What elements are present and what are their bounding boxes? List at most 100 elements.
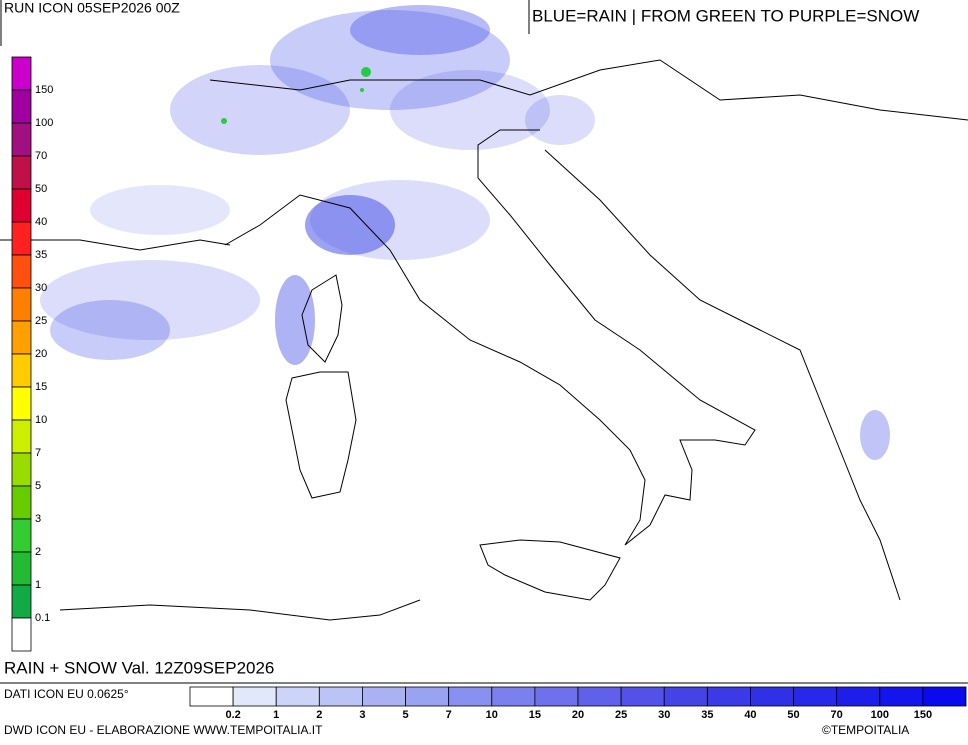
snow-label: 1 <box>35 579 41 591</box>
rain-area <box>350 5 490 55</box>
snow-label: 100 <box>35 117 53 129</box>
snow-swatch <box>11 551 32 586</box>
rain-label: 1 <box>273 709 279 721</box>
run-label: RUN ICON 05SEP2026 00Z <box>4 0 180 16</box>
snow-label: 10 <box>35 414 47 426</box>
snow-area <box>221 118 227 124</box>
france-coast <box>0 239 231 251</box>
snow-swatch <box>11 518 32 553</box>
rain-swatch <box>448 686 493 707</box>
snow-swatch <box>11 452 32 487</box>
snow-scale: 150 100 70 50 40 35 30 25 20 15 10 7 5 3 2 1 0.1 <box>11 56 53 652</box>
rain-swatch <box>663 686 708 707</box>
snow-swatch <box>11 419 32 454</box>
snow-swatch <box>11 56 32 91</box>
rain-swatch <box>232 686 277 707</box>
rain-swatch <box>491 686 536 707</box>
snow-swatch <box>11 254 32 289</box>
snow-label: 30 <box>35 282 47 294</box>
snow-swatch <box>11 617 32 652</box>
rain-label: 30 <box>658 709 670 721</box>
snow-label: 20 <box>35 348 47 360</box>
snow-swatch <box>11 485 32 520</box>
rain-label: 70 <box>831 709 843 721</box>
snow-swatch <box>11 320 32 355</box>
snow-swatch <box>11 122 32 157</box>
rain-label: 2 <box>316 709 322 721</box>
rain-swatch <box>275 686 320 707</box>
snow-swatch <box>11 155 32 190</box>
map <box>0 5 968 621</box>
rain-label: 5 <box>402 709 408 721</box>
snow-swatch <box>11 89 32 124</box>
rain-label: 150 <box>914 709 932 721</box>
snow-swatch <box>11 353 32 388</box>
snow-swatch <box>11 287 32 322</box>
snow-label: 2 <box>35 546 41 558</box>
rain-swatch <box>620 686 665 707</box>
rain-swatch <box>362 686 406 707</box>
copyright-label: ©TEMPOITALIA <box>822 723 909 737</box>
rain-swatch <box>189 686 234 707</box>
rain-area <box>390 70 550 150</box>
africa-coast <box>59 599 421 621</box>
snow-swatch <box>11 221 32 256</box>
corsica <box>301 274 343 363</box>
rain-swatch <box>577 686 622 707</box>
rain-area <box>310 180 490 260</box>
rain-label: 0.2 <box>225 709 240 721</box>
rain-swatch <box>706 686 751 707</box>
rain-area <box>305 195 395 255</box>
rain-label: 25 <box>615 709 627 721</box>
precipitation <box>40 5 890 460</box>
snow-label: 150 <box>35 84 53 96</box>
rain-swatch <box>836 686 881 707</box>
rain-area <box>90 185 230 235</box>
snow-label: 50 <box>35 183 47 195</box>
rain-label: 10 <box>486 709 498 721</box>
snow-label: 0.1 <box>35 612 50 624</box>
snow-label: 15 <box>35 381 47 393</box>
snow-swatch <box>11 584 32 619</box>
rain-swatch <box>405 686 450 707</box>
snow-area <box>360 88 364 92</box>
dati-label: DATI ICON EU 0.0625° <box>4 687 129 701</box>
rain-label: 15 <box>529 709 541 721</box>
rain-area <box>525 95 595 145</box>
rain-label: 20 <box>572 709 584 721</box>
note-box <box>529 0 968 34</box>
snow-label: 5 <box>35 480 41 492</box>
snow-swatch <box>11 188 32 223</box>
snow-label: 40 <box>35 216 47 228</box>
rain-label: 100 <box>871 709 889 721</box>
snow-label: 70 <box>35 150 47 162</box>
valid-title: RAIN + SNOW Val. 12Z09SEP2026 <box>4 658 274 677</box>
rain-area <box>275 275 315 365</box>
rain-area <box>270 10 510 110</box>
rain-swatch <box>922 686 967 707</box>
rain-swatch <box>879 686 924 707</box>
rain-label: 7 <box>446 709 452 721</box>
snow-label: 3 <box>35 513 41 525</box>
rain-area <box>50 300 170 360</box>
rain-area <box>40 260 260 340</box>
snow <box>221 67 371 124</box>
coastlines <box>0 59 968 621</box>
sardinia <box>285 371 357 499</box>
snow-label: 7 <box>35 447 41 459</box>
rain-area <box>860 410 890 460</box>
snow-swatch <box>11 386 32 421</box>
snow-label: 35 <box>35 249 47 261</box>
rain-label: 3 <box>359 709 365 721</box>
credit-label: DWD ICON EU - ELABORAZIONE WWW.TEMPOITAL… <box>4 723 323 737</box>
balkan-coast <box>544 149 901 601</box>
sicily <box>479 539 621 601</box>
rain-label: 35 <box>701 709 713 721</box>
rain-label: 50 <box>787 709 799 721</box>
rain-scale: 0.2 1 2 3 5 7 10 15 20 25 30 35 40 50 70 100 150 <box>189 686 967 721</box>
italy-coast <box>224 129 756 546</box>
snow-label: 25 <box>35 315 47 327</box>
rain-swatch <box>793 686 838 707</box>
